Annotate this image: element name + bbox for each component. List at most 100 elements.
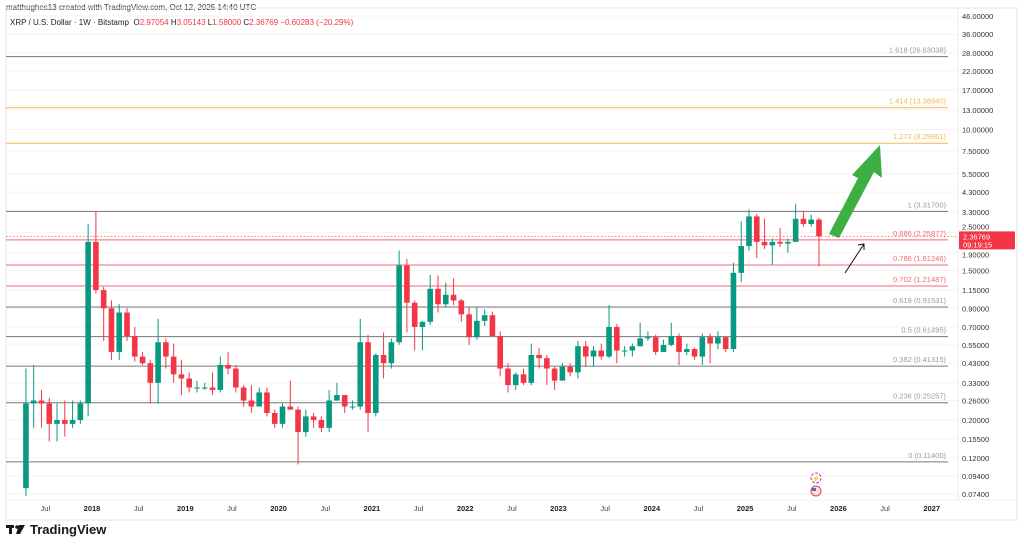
candle-body [186,378,192,388]
candle-body [707,337,713,344]
candle-body [93,241,99,291]
candle-body [23,403,29,489]
candle-body [606,326,612,357]
symbol-legend: XRP / U.S. Dollar · 1W · Bitstamp O2.970… [10,18,353,27]
candle-body [194,387,200,389]
candle-body [559,366,566,381]
candle-body [427,288,434,322]
candle-body [614,326,620,351]
candle-body [785,241,791,244]
candle-body [637,338,643,347]
time-tick-label: Jul [880,504,890,513]
candle-body [777,241,783,244]
candle-body [62,420,68,424]
candle-body [380,355,387,364]
symbol-name[interactable]: XRP / U.S. Dollar · 1W · Bitstamp [10,18,129,27]
fib-level-label: 0.5 (0.61495) [901,326,946,335]
fib-level-label: 1.414 (13.38940) [889,97,947,106]
fib-level-label: 1 (3.31700) [908,200,947,209]
candle-body [505,368,511,386]
candle-body [46,403,53,424]
candle-body [800,218,807,224]
price-tick-label: 0.09400 [962,472,989,481]
time-tick-label: Jul [600,504,610,513]
price-tick-label: 36.00000 [962,30,993,39]
fib-level-label: 0.786 (1.61246) [893,254,946,263]
time-tick-label: 2023 [550,504,567,513]
price-tick-label: 10.00000 [962,125,993,134]
low-value: 1.58000 [212,18,242,27]
open-label: O [133,18,140,27]
candle-body [170,356,177,375]
candle-body [652,337,659,352]
candle-body [668,335,675,345]
candle-body [520,374,527,383]
price-tick-label: 0.07400 [962,490,989,499]
candle-body [419,321,426,327]
candle-body [590,350,597,357]
candle-body [474,320,480,338]
event-icons[interactable]: ⚡ [810,472,822,497]
price-tick-label: 0.26000 [962,397,989,406]
candle-body [264,392,270,413]
lightning-event-icon[interactable] [810,472,822,484]
candle-body [139,356,146,364]
candle-body [201,387,208,389]
price-tick-label: 0.70000 [962,323,989,332]
fib-level-label: 1.272 (8.29861) [893,132,946,141]
candle-body [77,403,84,421]
green-target-arrow [829,145,882,238]
candle-body [217,364,224,390]
candle-body [442,294,449,305]
candle-body [544,358,550,369]
time-tick-label: 2020 [270,504,287,513]
time-tick-label: Jul [414,504,424,513]
candle-body [746,216,752,247]
candle-body [621,350,628,352]
candle-body [629,346,636,351]
black-arrow [844,243,865,274]
candle-body [295,409,301,433]
candle-body [373,355,379,413]
candle-body [660,344,667,352]
price-tick-label: 17.00000 [962,86,993,95]
candle-body [38,400,45,404]
fib-level-label: 0.236 (0.25257) [893,392,946,401]
candle-body [69,420,76,424]
candle-body [792,218,799,242]
tradingview-logo-icon [6,525,25,534]
fib-level-label: 0.618 (0.91531) [893,296,946,305]
candle-body [699,337,706,357]
candle-body [100,290,107,309]
candle-body [334,395,340,401]
candle-body [567,366,573,373]
candle-body [645,337,651,339]
candle-body [357,342,364,407]
candle-body [691,349,698,357]
candle-body [676,335,682,352]
fib-level-label: 0.382 (0.41315) [893,355,946,364]
high-label: H [170,18,177,27]
candle-body [450,294,457,301]
price-tick-label: 0.12000 [962,454,989,463]
current-price-value: 2.36769 [963,232,990,241]
candle-body [155,342,161,383]
candle-body [271,412,278,424]
fib-level-label: 0.702 (1.21487) [893,275,946,284]
candle-body [684,349,690,352]
tradingview-logo[interactable]: TradingView [6,522,106,537]
candle-body [225,364,231,369]
candle-body [349,406,356,408]
price-tick-label: 0.55000 [962,341,989,350]
candle-body [738,246,745,273]
price-tick-label: 7.50000 [962,147,989,156]
candle-body [54,420,60,424]
candle-body [240,387,247,401]
price-tick-label: 3.30000 [962,208,989,217]
time-tick-label: 2021 [364,504,381,513]
candle-body [722,337,729,350]
candle-body [769,241,776,246]
close-value: 2.36769 [249,18,279,27]
candle-body [279,406,286,424]
